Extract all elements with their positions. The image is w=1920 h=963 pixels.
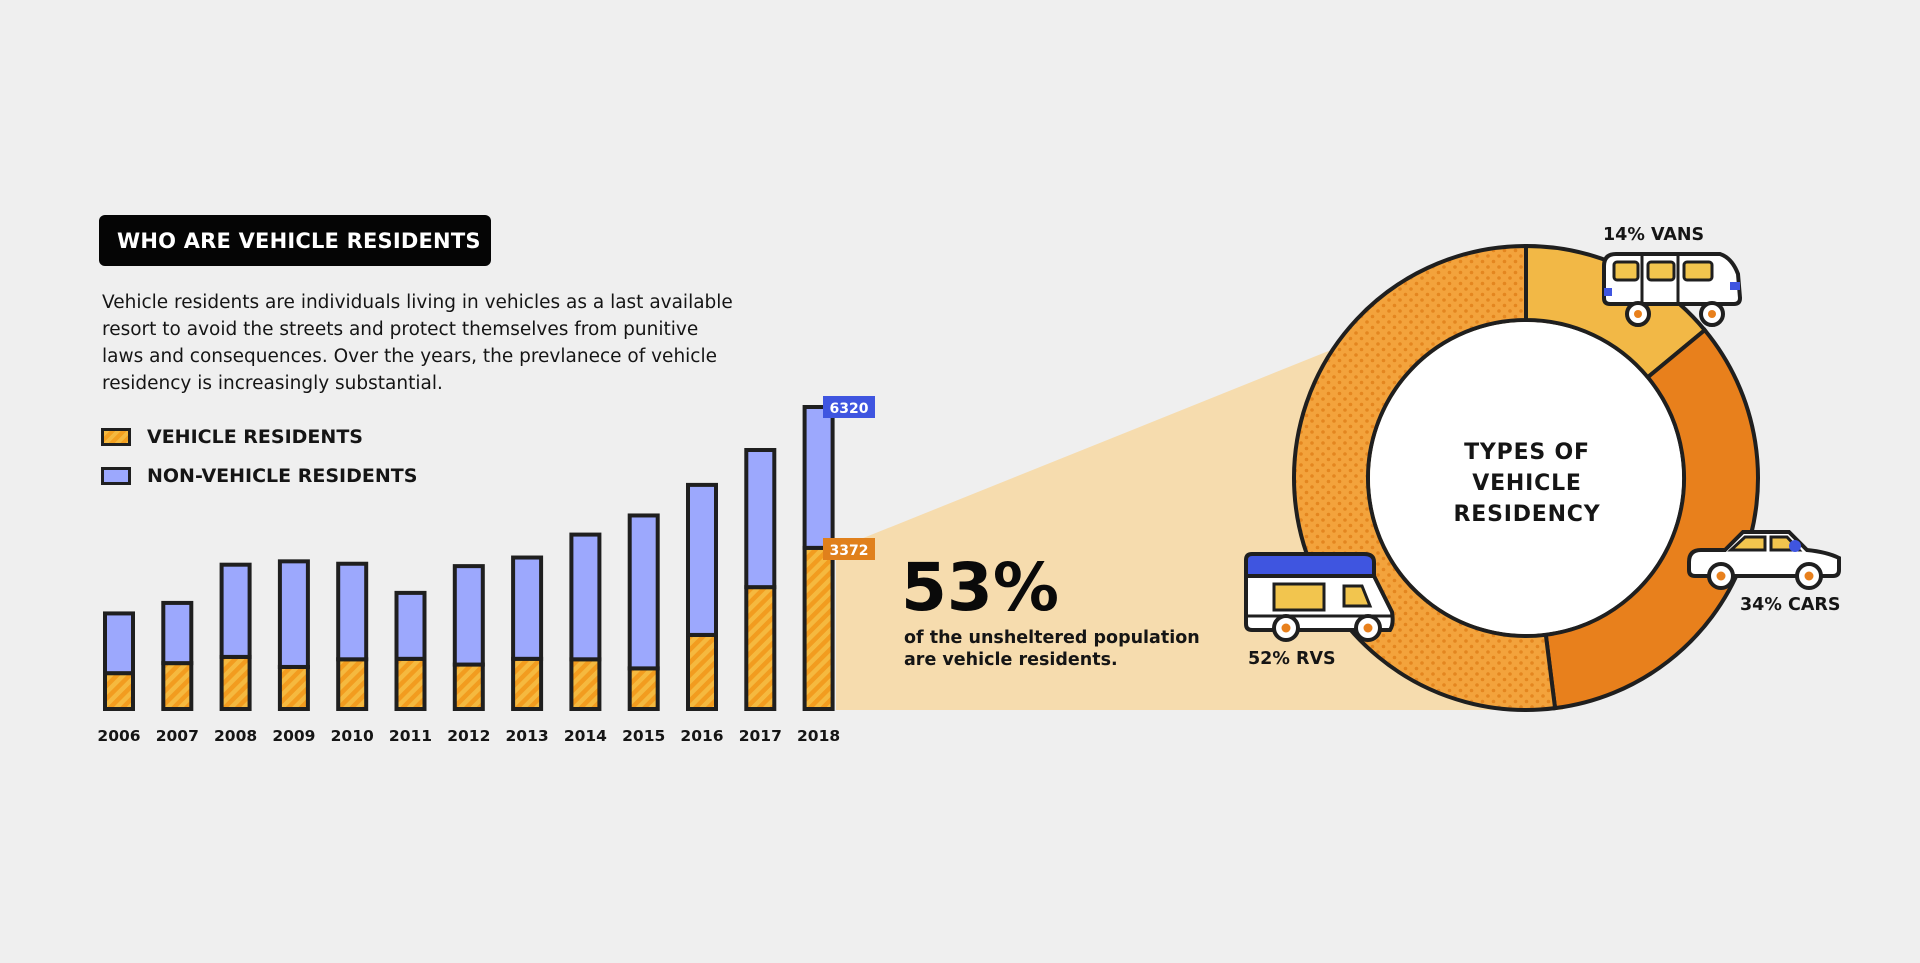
x-tick-label-2017: 2017 [739, 727, 782, 745]
value-tag-vehicle-text: 3372 [830, 543, 869, 559]
legend-item-vehicle: VEHICLE RESIDENTS [101, 422, 501, 452]
x-tick-label-2008: 2008 [214, 727, 257, 745]
x-tick-label-2012: 2012 [447, 727, 490, 745]
stat-percent: 53% [901, 549, 1059, 626]
value-tag-total-text: 6320 [830, 401, 869, 417]
bar-chart [103, 405, 835, 712]
bar-non-vehicle-2017 [744, 448, 777, 590]
bar-vehicle-2016 [686, 632, 718, 711]
car-icon [1687, 530, 1841, 590]
x-tick-label-2018: 2018 [797, 727, 840, 745]
bar-vehicle-2018 [802, 545, 835, 712]
x-tick-label-2016: 2016 [680, 727, 723, 745]
legend-swatch-vehicle [101, 428, 131, 446]
bar-non-vehicle-2007 [161, 600, 194, 666]
x-tick-label-2010: 2010 [331, 727, 374, 745]
x-axis-labels: 2006 2007 2008 2009 2010 2011 2012 2013 2014 2015… [97, 727, 840, 745]
bar-vehicle-2013 [511, 656, 544, 711]
donut-hole [1370, 322, 1682, 634]
bar-non-vehicle-2014 [569, 532, 602, 662]
rv-icon [1244, 552, 1395, 642]
donut-slice-cars [1543, 327, 1760, 711]
donut-label-cars: 34% CARS [1740, 595, 1841, 615]
bar-vehicle-2011 [394, 656, 427, 711]
donut-label-vans: 14% VANS [1603, 225, 1705, 245]
van-icon [1602, 252, 1743, 327]
x-tick-label-2011: 2011 [389, 727, 432, 745]
bar-vehicle-2007 [161, 661, 194, 712]
bar-non-vehicle-2016 [686, 482, 718, 637]
bar-vehicle-2017 [744, 585, 777, 712]
legend-item-non-vehicle: NON-VEHICLE RESIDENTS [101, 461, 501, 491]
bar-vehicle-2008 [219, 654, 252, 711]
bar-non-vehicle-2008 [219, 562, 252, 659]
donut-label-rvs: 52% RVS [1248, 649, 1336, 669]
legend-label-non-vehicle: NON-VEHICLE RESIDENTS [147, 465, 418, 487]
section-title: WHO ARE VEHICLE RESIDENTS [99, 215, 491, 266]
stat-description: of the unsheltered population are vehicl… [904, 628, 1200, 670]
x-tick-label-2015: 2015 [622, 727, 665, 745]
bar-non-vehicle-2009 [277, 559, 310, 669]
bar-vehicle-2009 [277, 664, 310, 711]
bar-vehicle-2006 [103, 671, 135, 711]
description-text: Vehicle residents are individuals living… [102, 292, 733, 394]
donut-center-title: TYPES OF VEHICLE RESIDENCY [1453, 440, 1601, 527]
bar-non-vehicle-2012 [452, 564, 485, 667]
bar-vehicle-2014 [569, 657, 602, 711]
bar-vehicle-2012 [452, 662, 485, 711]
bar-non-vehicle-2018 [802, 405, 835, 550]
legend-swatch-non-vehicle [101, 467, 131, 485]
x-tick-label-2014: 2014 [564, 727, 607, 745]
x-tick-label-2006: 2006 [97, 727, 140, 745]
x-tick-label-2007: 2007 [156, 727, 199, 745]
bar-non-vehicle-2006 [103, 611, 135, 676]
bar-vehicle-2015 [627, 666, 660, 712]
legend-label-vehicle: VEHICLE RESIDENTS [147, 426, 363, 448]
value-tag-total: 6320 [823, 396, 875, 418]
x-tick-label-2013: 2013 [506, 727, 549, 745]
bar-non-vehicle-2010 [336, 561, 369, 662]
bar-vehicle-2010 [336, 657, 369, 711]
bar-non-vehicle-2013 [511, 555, 544, 661]
value-tag-vehicle: 3372 [823, 538, 875, 560]
bar-non-vehicle-2011 [394, 590, 427, 661]
x-tick-label-2009: 2009 [272, 727, 315, 745]
bar-non-vehicle-2015 [627, 513, 660, 671]
